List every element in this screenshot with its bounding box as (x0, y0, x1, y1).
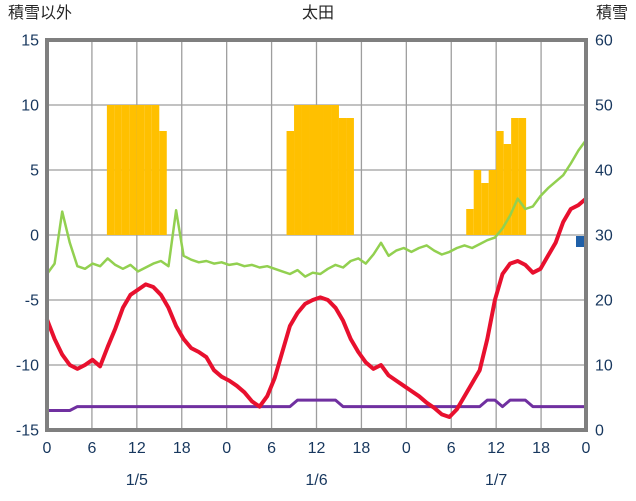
day-label: 1/7 (485, 472, 507, 489)
x-tick-label: 18 (353, 440, 371, 457)
sunshine-bars (159, 131, 167, 235)
sunshine-bars (301, 105, 310, 235)
sunshine-bars (331, 105, 339, 235)
x-tick-label: 6 (267, 440, 276, 457)
left-tick-label: 5 (30, 163, 39, 180)
sunshine-bars (503, 144, 512, 235)
sunshine-bars (121, 105, 130, 235)
x-tick-label: 0 (43, 440, 52, 457)
right-tick-label: 10 (595, 358, 613, 375)
x-tick-label: 18 (532, 440, 550, 457)
sunshine-bars (129, 105, 137, 235)
sunshine-bars (144, 105, 152, 235)
x-tick-label: 0 (582, 440, 591, 457)
sunshine-bars (106, 105, 115, 235)
x-tick-label: 6 (87, 440, 96, 457)
sunshine-bars (136, 105, 145, 235)
sunshine-bars (338, 118, 347, 235)
sunshine-bars (511, 118, 519, 235)
sunshine-bars (518, 118, 527, 235)
green-line (45, 138, 588, 278)
right-tick-label: 40 (595, 163, 613, 180)
left-tick-label: 10 (21, 98, 39, 115)
x-tick-label: 18 (173, 440, 191, 457)
left-axis-title: 積雪以外 (8, 5, 73, 22)
sunshine-bars (496, 131, 504, 235)
right-tick-label: 50 (595, 98, 613, 115)
day-label: 1/5 (126, 472, 148, 489)
left-tick-label: 15 (21, 33, 39, 50)
sunshine-bars (114, 105, 122, 235)
left-tick-label: -5 (25, 293, 39, 310)
day-label: 1/6 (305, 472, 327, 489)
x-tick-label: 12 (128, 440, 146, 457)
left-tick-label: 0 (30, 228, 39, 245)
x-tick-label: 12 (308, 440, 326, 457)
sunshine-bars (346, 118, 354, 235)
snow-depth-marker (576, 236, 584, 247)
right-tick-label: 20 (595, 293, 613, 310)
sunshine-bars (466, 209, 474, 235)
x-tick-label: 12 (487, 440, 505, 457)
sunshine-bars (473, 170, 482, 235)
sunshine-bars (286, 131, 295, 235)
sunshine-bars (488, 170, 497, 235)
left-tick-label: -15 (16, 423, 39, 440)
red-line (45, 196, 588, 419)
right-tick-label: 0 (595, 423, 604, 440)
sunshine-bars (151, 105, 160, 235)
sunshine-bars (309, 105, 317, 235)
x-tick-label: 0 (222, 440, 231, 457)
right-tick-label: 30 (595, 228, 613, 245)
sunshine-bars (323, 105, 332, 235)
x-tick-label: 0 (402, 440, 411, 457)
plot-border (45, 38, 588, 432)
x-tick-label: 6 (447, 440, 456, 457)
chart-title: 太田 (301, 5, 334, 22)
sunshine-bars (481, 183, 489, 235)
left-tick-label: -10 (16, 358, 39, 375)
right-axis-title: 積雪 (595, 5, 628, 22)
right-tick-label: 60 (595, 33, 613, 50)
sunshine-bars (316, 105, 324, 235)
purple-line (45, 398, 588, 412)
sunshine-bars (294, 105, 302, 235)
